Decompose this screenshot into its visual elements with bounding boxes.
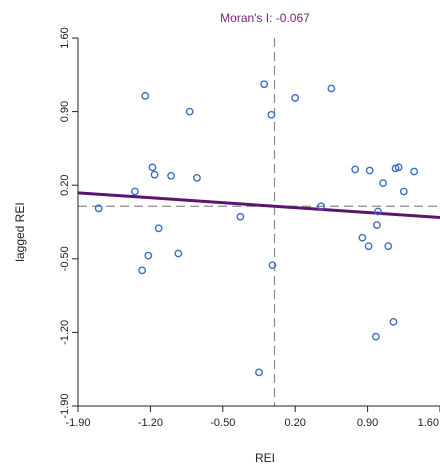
data-point (267, 110, 276, 119)
y-tick-label: 0.20 (59, 174, 71, 195)
y-tick-label: -1.90 (59, 393, 71, 418)
data-point (358, 233, 367, 242)
data-point (384, 242, 393, 251)
data-point (373, 221, 381, 230)
x-tick-label: 1.60 (418, 417, 439, 429)
data-point (379, 179, 388, 187)
data-point (144, 251, 153, 260)
data-point (255, 368, 263, 377)
y-tick-label: 0.90 (59, 101, 71, 122)
y-tick-label: -1.20 (59, 320, 71, 345)
regression-line (77, 191, 440, 219)
data-point (148, 163, 157, 172)
data-point (138, 266, 147, 275)
data-point (185, 107, 194, 116)
data-point (167, 171, 175, 180)
x-tick-label: -1.90 (65, 417, 90, 429)
data-point (150, 170, 159, 179)
data-point (130, 187, 139, 196)
data-point (141, 91, 150, 100)
data-point (364, 242, 373, 251)
x-tick-label: -1.20 (138, 417, 163, 429)
regression-line-group (77, 191, 440, 219)
data-point (351, 165, 360, 174)
data-point (236, 212, 245, 221)
x-tick-label: -0.50 (210, 417, 235, 429)
data-point (174, 249, 183, 258)
data-point (327, 84, 336, 93)
x-tick-label: 0.20 (284, 417, 305, 429)
data-point (399, 187, 408, 196)
data-point (193, 173, 201, 182)
data-point (260, 80, 269, 89)
data-point (291, 94, 300, 102)
data-point (317, 202, 325, 211)
reference-lines (78, 38, 440, 406)
data-point (154, 224, 163, 233)
data-point (394, 163, 403, 172)
data-point (268, 261, 277, 270)
data-point (389, 317, 398, 326)
data-point (94, 204, 103, 213)
y-tick-label: -0.50 (59, 246, 71, 271)
axes: -1.90 -1.20 -0.50 0.20 0.90 1.60 -1.90 -1.20 -0.… (59, 27, 440, 429)
y-axis-label: lagged REI (13, 202, 27, 261)
data-point (365, 166, 374, 175)
x-axis-label: REI (255, 451, 275, 465)
data-point (374, 207, 382, 216)
data-points (94, 80, 419, 377)
x-tick-label: 0.90 (357, 417, 378, 429)
y-tick-label: 1.60 (59, 27, 71, 48)
data-point (371, 332, 380, 341)
data-point (410, 167, 419, 176)
chart-title: Moran's I: -0.067 (220, 11, 310, 25)
